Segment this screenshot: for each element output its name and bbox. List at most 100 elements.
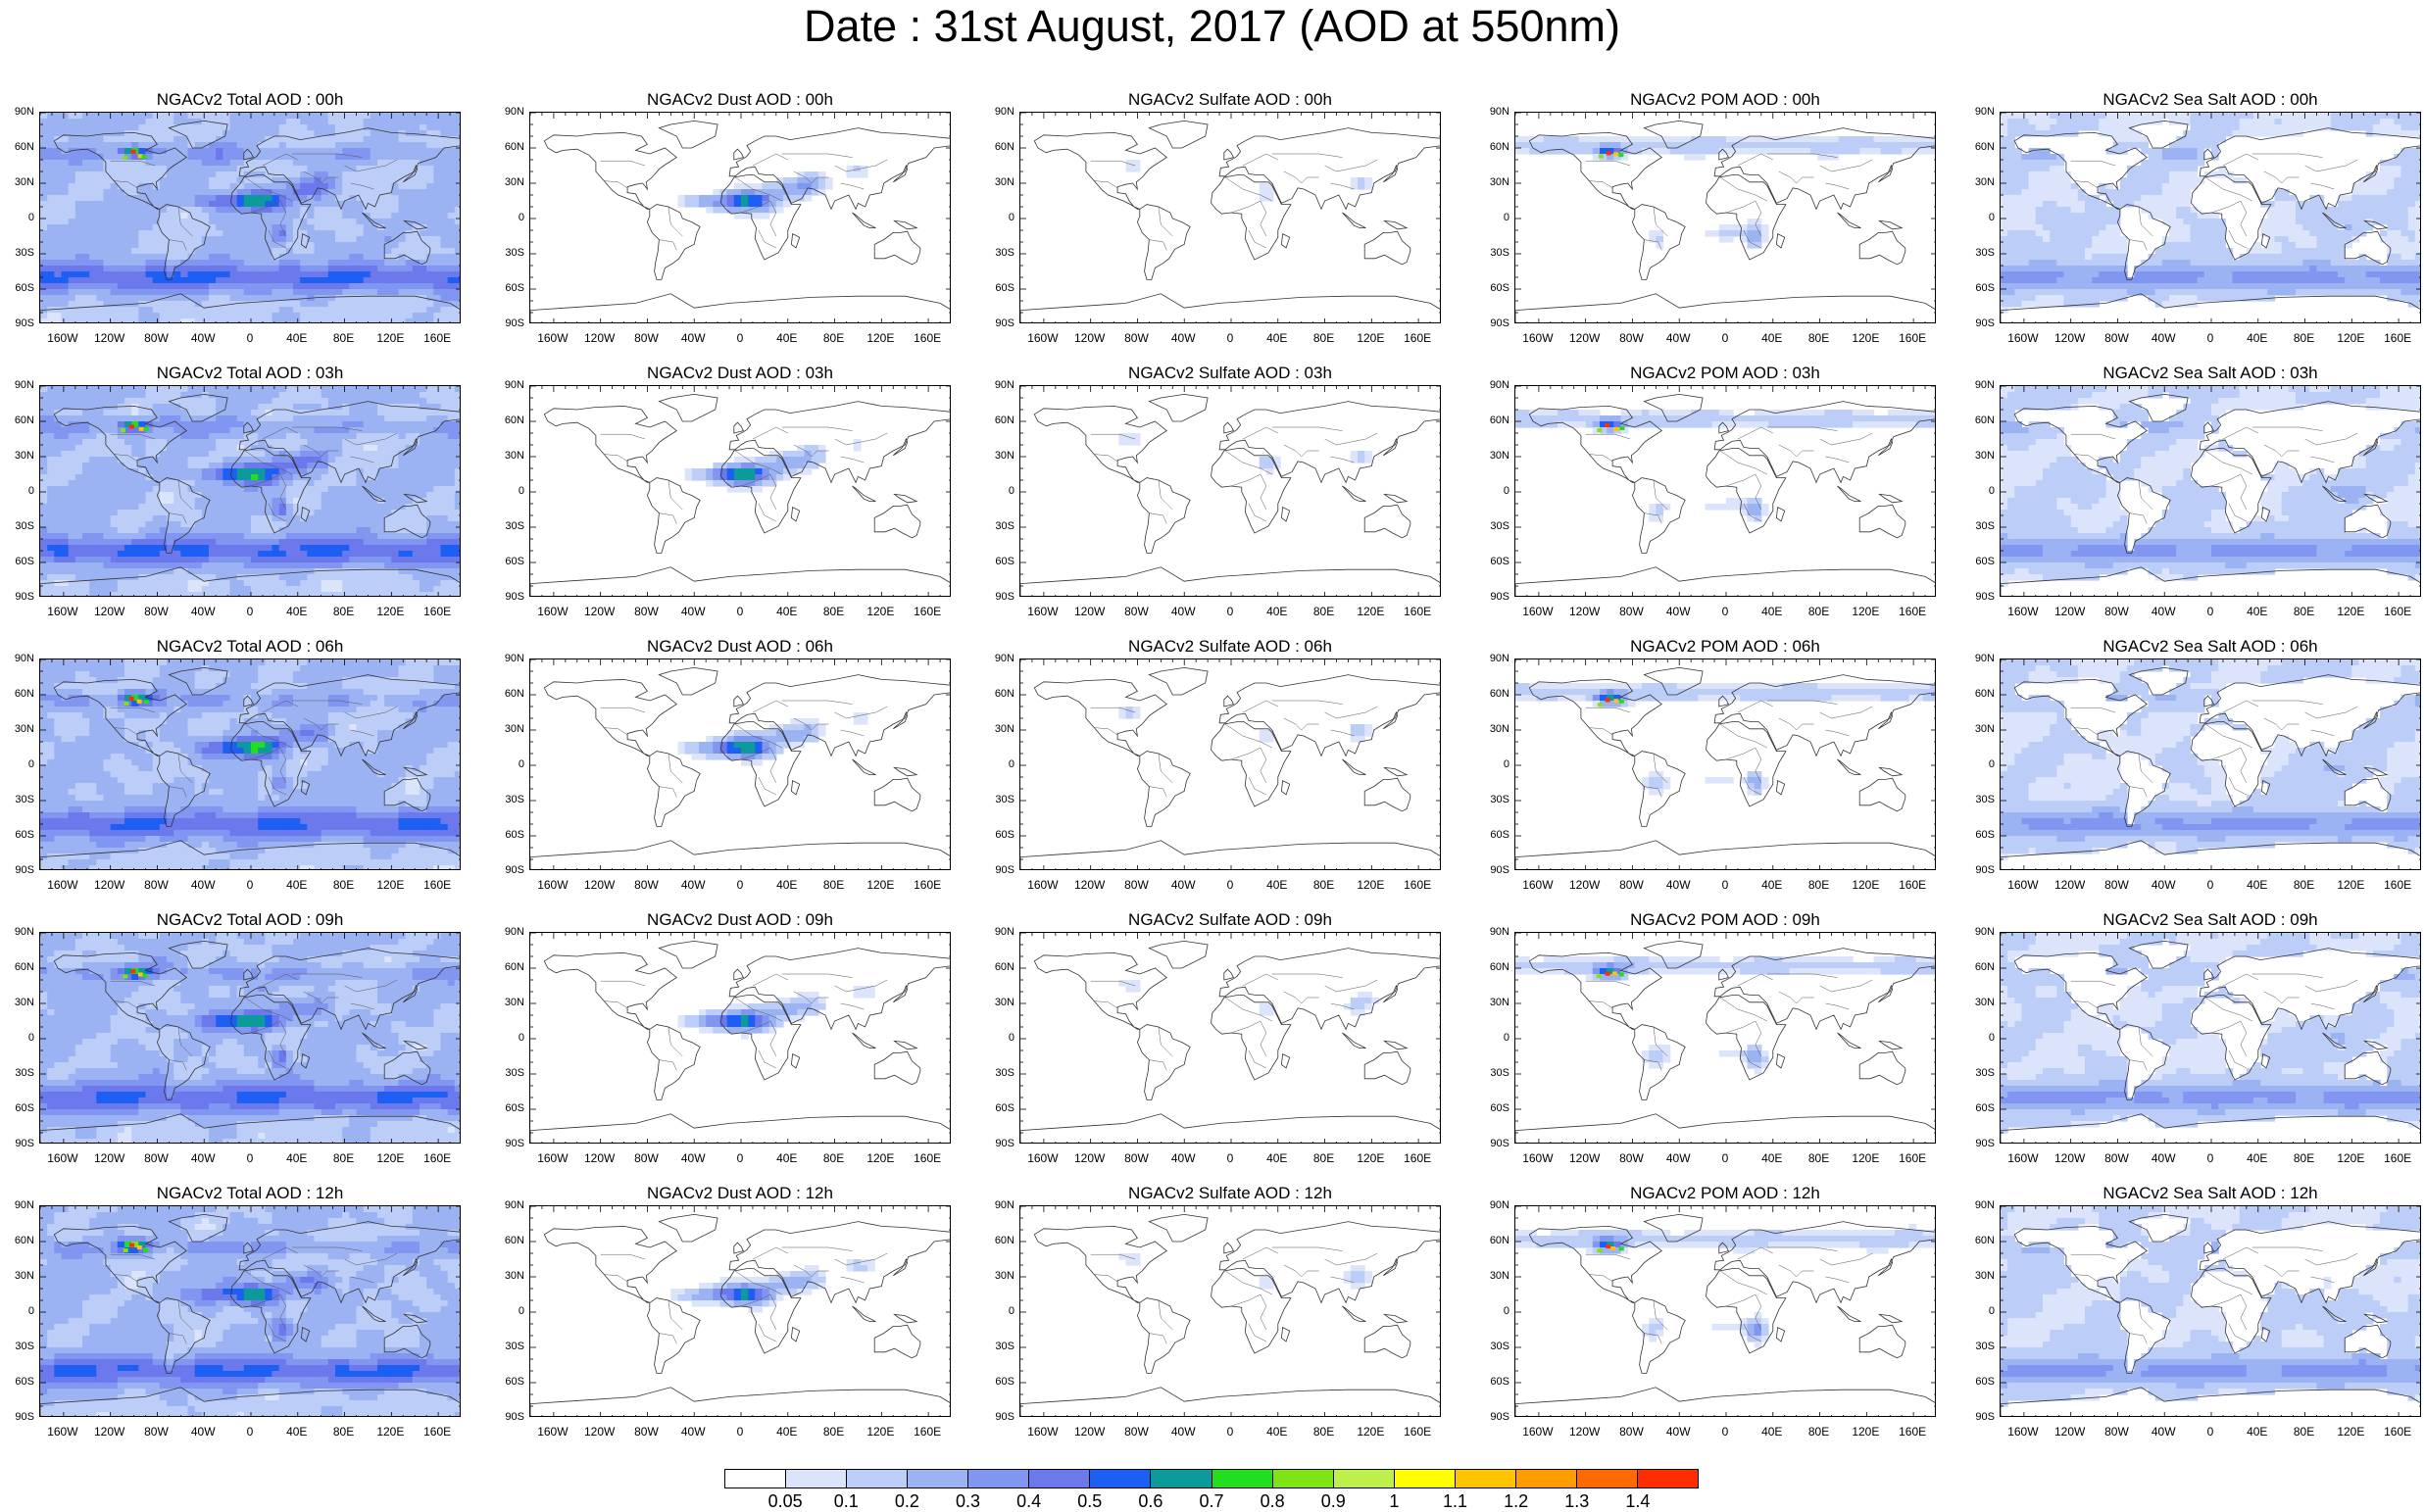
aod-cell <box>2204 136 2212 143</box>
aod-cell <box>2351 201 2359 208</box>
aod-cell <box>357 230 365 237</box>
aod-cell <box>188 201 196 208</box>
aod-cell <box>455 124 461 131</box>
aod-cell <box>2282 260 2290 267</box>
aod-cell <box>223 142 230 149</box>
lon-tick-label: 0 <box>230 331 270 345</box>
aod-cell <box>251 271 259 278</box>
aod-cell <box>426 307 434 314</box>
aod-cell <box>104 277 112 284</box>
aod-cell <box>2113 236 2121 243</box>
aod-cell <box>167 130 174 137</box>
aod-cell <box>279 392 287 399</box>
aod-cell <box>160 392 168 399</box>
aod-cell <box>342 260 350 267</box>
aod-cell <box>258 386 266 393</box>
aod-cell <box>2191 160 2199 167</box>
aod-cell <box>2106 248 2114 255</box>
aod-cell <box>2085 260 2093 267</box>
aod-cell <box>2007 289 2015 296</box>
aod-cell <box>104 189 112 196</box>
lon-tick-label: 160E <box>908 331 947 345</box>
aod-cell <box>2043 224 2051 231</box>
aod-cell <box>47 254 55 261</box>
aod-cell <box>279 410 287 416</box>
aod-cell <box>223 277 230 284</box>
aod-cell <box>89 183 97 190</box>
aod-cell <box>2029 207 2037 214</box>
aod-cell <box>202 386 210 393</box>
aod-cell <box>2366 124 2374 131</box>
aod-cell <box>399 136 407 143</box>
aod-cell <box>237 313 245 319</box>
aod-cell <box>2169 207 2177 214</box>
aod-cell <box>111 271 119 278</box>
aod-cell <box>384 195 392 202</box>
aod-cell <box>426 177 434 184</box>
aod-cell <box>286 219 294 225</box>
aod-cell <box>195 313 203 319</box>
aod-cell <box>124 230 132 237</box>
aod-cell <box>111 277 119 284</box>
aod-cell <box>188 277 196 284</box>
aod-cell <box>2078 119 2086 125</box>
aod-cell <box>2309 283 2317 290</box>
aod-cell <box>89 230 97 237</box>
aod-cell <box>384 283 392 290</box>
aod-cell <box>2085 113 2093 120</box>
aod-cell <box>62 277 70 284</box>
aod-cell <box>1600 142 1608 149</box>
aod-cell <box>322 236 329 243</box>
aod-cell <box>265 260 272 267</box>
aod-cell <box>2014 154 2022 161</box>
aod-cell <box>124 404 132 411</box>
aod-cell <box>2183 213 2191 219</box>
aod-cell <box>1832 148 1840 155</box>
aod-cell <box>391 398 399 405</box>
aod-cell <box>2120 189 2128 196</box>
aod-cell <box>237 392 245 399</box>
aod-cell <box>328 119 336 125</box>
aod-cell <box>131 266 139 272</box>
aod-cell <box>2309 113 2317 120</box>
aod-cell <box>1712 230 1720 237</box>
aod-cell <box>1874 136 1882 143</box>
aod-cell <box>2176 295 2184 302</box>
aod-cell <box>349 410 357 416</box>
aod-cell <box>377 248 385 255</box>
aod-cell <box>2338 283 2346 290</box>
aod-cell <box>2338 113 2346 120</box>
aod-cell <box>335 266 343 272</box>
aod-cell <box>1670 136 1678 143</box>
aod-cell <box>1761 142 1769 149</box>
aod-cell <box>124 289 132 296</box>
aod-cell <box>2169 166 2177 172</box>
lon-tick-label: 120W <box>1070 331 1110 345</box>
lon-tick-label: 40E <box>2238 331 2277 345</box>
aod-cell <box>307 318 315 323</box>
aod-cell <box>230 171 238 178</box>
aod-cell <box>2149 113 2156 120</box>
aod-cell <box>69 398 76 405</box>
aod-cell <box>82 277 90 284</box>
aod-cell <box>2359 271 2367 278</box>
aod-cell <box>413 398 420 405</box>
aod-cell <box>111 307 119 314</box>
aod-cell <box>2007 119 2015 125</box>
aod-cell <box>2162 189 2170 196</box>
aod-cell <box>335 398 343 405</box>
aod-map <box>2001 113 2421 323</box>
country-border <box>1738 154 1773 166</box>
aod-cell <box>413 307 420 314</box>
aod-cell <box>131 277 139 284</box>
aod-cell <box>420 271 427 278</box>
aod-cell <box>265 295 272 302</box>
aod-cell <box>2267 130 2275 137</box>
aod-cell <box>2253 254 2261 261</box>
aod-cell <box>300 260 308 267</box>
aod-cell <box>2302 242 2310 249</box>
aod-cell <box>2071 254 2079 261</box>
aod-cell <box>2029 183 2037 190</box>
aod-cell <box>124 130 132 137</box>
aod-cell <box>1719 236 1727 243</box>
